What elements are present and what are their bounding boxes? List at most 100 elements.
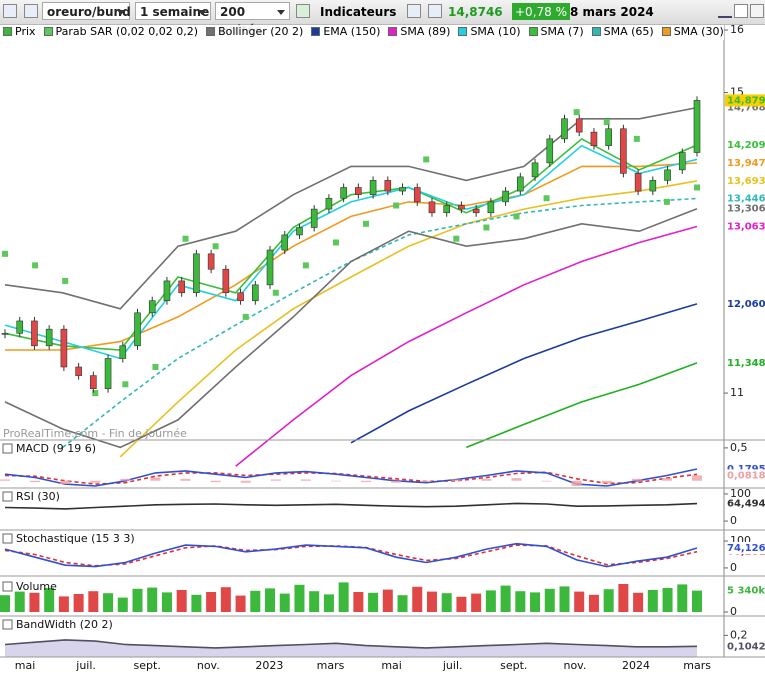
legend-item[interactable]: SMA (89): [388, 25, 450, 40]
value-tag: [725, 469, 765, 482]
sar-dot: [152, 364, 159, 371]
legend-item[interactable]: EMA (150): [311, 25, 380, 40]
x-tick-label: mai: [15, 659, 36, 672]
indicators-icon[interactable]: [296, 4, 310, 18]
candle: [16, 320, 24, 334]
histogram-bar: [120, 478, 131, 481]
legend-item[interactable]: SMA (7): [528, 25, 584, 40]
candle: [60, 328, 68, 368]
volume-bar: [353, 592, 364, 612]
volume-bar: [44, 588, 55, 612]
value-tag: [725, 584, 765, 597]
legend-item[interactable]: SMA (10): [458, 25, 521, 40]
volume-bar: [382, 589, 393, 612]
sar-dot: [573, 109, 580, 116]
candle: [1, 333, 9, 335]
volume-bar: [397, 595, 408, 612]
legend-swatch: [661, 27, 671, 36]
x-tick-label: juil.: [75, 659, 96, 672]
histogram-bar: [511, 478, 522, 481]
legend-item[interactable]: Bollinger (20 2): [206, 25, 303, 40]
histogram-bar: [661, 478, 672, 481]
histogram-bar: [541, 480, 552, 482]
sar-dot: [122, 381, 129, 388]
y-tick-label: 0: [730, 605, 737, 618]
volume-bar: [500, 585, 511, 612]
candle: [546, 138, 554, 164]
series-line: [466, 362, 698, 449]
candle: [399, 187, 406, 192]
legend-item[interactable]: SMA (30): [661, 25, 724, 40]
legend-item[interactable]: SMA (65): [591, 25, 654, 40]
candle: [472, 208, 480, 214]
y-tick-label: 0: [730, 514, 737, 527]
candle: [207, 253, 215, 270]
candle: [502, 190, 509, 203]
series-line: [4, 502, 698, 510]
maximize[interactable]: [734, 4, 748, 18]
legend-swatch: [311, 27, 321, 36]
candle: [384, 180, 392, 192]
sar-dot: [332, 239, 339, 246]
volume-bar: [456, 596, 467, 612]
candle: [693, 100, 701, 153]
tool-icon[interactable]: [428, 4, 442, 18]
legend-label: SMA (30): [673, 25, 724, 38]
value-tag: [725, 497, 765, 510]
series-line: [119, 180, 698, 458]
minimize[interactable]: [718, 4, 732, 18]
series-line: [4, 639, 698, 649]
candle: [678, 152, 686, 171]
candle: [487, 201, 495, 214]
volume-bar: [574, 591, 585, 612]
volume-bar: [265, 588, 276, 612]
units-select[interactable]: 200 unités: [215, 2, 290, 37]
volume-bar: [14, 591, 25, 612]
y-tick-label: 16: [730, 23, 744, 36]
value-tag-label: 64,494: [727, 499, 765, 510]
value-tag: [725, 94, 765, 107]
volume-bar: [662, 588, 673, 612]
settings-icon[interactable]: [24, 4, 38, 18]
menu-icon[interactable]: [3, 4, 17, 18]
tool-icon[interactable]: [407, 4, 421, 18]
volume-bar: [279, 593, 290, 612]
panel-icon: [2, 581, 13, 592]
volume-bar: [88, 591, 99, 612]
sar-dot: [212, 243, 219, 250]
value-tag-label: 14,8791: [727, 95, 765, 106]
candle: [355, 187, 362, 195]
candle: [119, 345, 127, 359]
symbol-select[interactable]: oreuro/bund: [42, 2, 131, 20]
close[interactable]: [750, 4, 764, 18]
volume-bar: [603, 589, 614, 612]
series-line: [4, 544, 698, 567]
watermark: ProRealTime.com - Fin de journée: [3, 427, 187, 440]
volume-bar: [147, 587, 158, 612]
period-select[interactable]: 1 semaine: [135, 2, 211, 20]
sar-dot: [92, 390, 99, 397]
value-tag-label: 13,9476: [727, 158, 765, 169]
value-tag: [725, 356, 765, 369]
sar-dot: [302, 262, 309, 269]
candle: [369, 180, 377, 195]
histogram-bar: [90, 480, 101, 483]
sar-dot: [483, 224, 490, 231]
volume-bar: [368, 592, 379, 612]
volume-bar: [485, 590, 496, 612]
legend-label: Prix: [15, 25, 36, 38]
sar-dot: [663, 198, 670, 205]
panel-title: Volume: [16, 580, 57, 593]
series-line: [4, 144, 698, 360]
series-line: [4, 468, 698, 487]
legend-item[interactable]: Prix: [3, 25, 36, 40]
legend-label: Bollinger (20 2): [218, 25, 304, 38]
candle: [561, 118, 568, 140]
indicators-button[interactable]: Indicateurs: [320, 5, 397, 19]
candle: [148, 300, 156, 314]
value-tag: [725, 139, 765, 152]
legend-item[interactable]: Parab SAR (0,02 0,02 0,2): [43, 25, 198, 40]
x-tick-label: mai: [381, 659, 402, 672]
histogram-bar: [0, 479, 10, 481]
candle: [104, 358, 112, 389]
